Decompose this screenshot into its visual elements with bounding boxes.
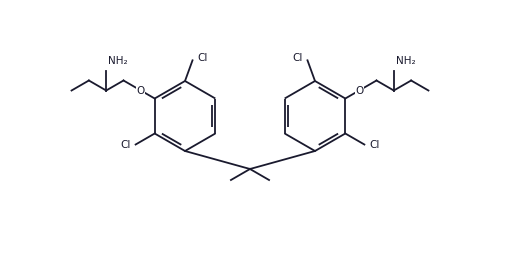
- Text: Cl: Cl: [370, 139, 380, 150]
- Text: O: O: [137, 86, 145, 96]
- Text: Cl: Cl: [292, 53, 303, 63]
- Text: O: O: [355, 86, 364, 96]
- Text: Cl: Cl: [198, 53, 208, 63]
- Text: NH₂: NH₂: [108, 56, 128, 67]
- Text: NH₂: NH₂: [396, 56, 415, 67]
- Text: Cl: Cl: [120, 139, 131, 150]
